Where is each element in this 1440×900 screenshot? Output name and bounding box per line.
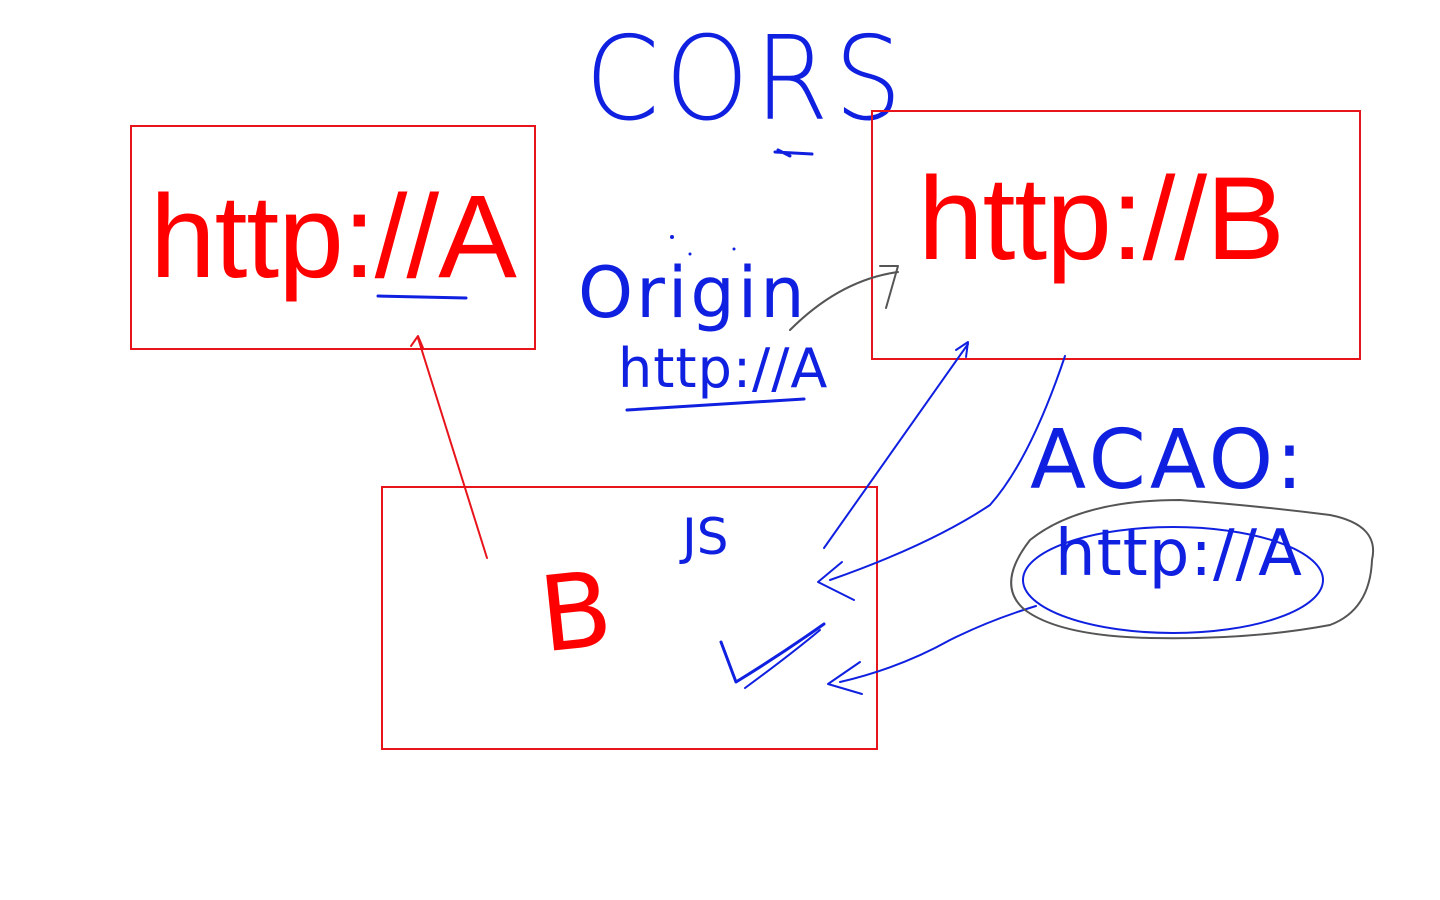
js-label: JS xyxy=(682,508,729,566)
origin-header-label: Origin xyxy=(578,252,808,334)
origin-b-label: http://B xyxy=(918,153,1285,285)
origin-a-label: http://A xyxy=(150,171,517,303)
origin-value-underline xyxy=(625,397,806,412)
origin-header-value: http://A xyxy=(618,337,829,400)
stray-dot xyxy=(732,247,736,251)
origin-b-box xyxy=(871,110,1361,360)
origin-a-box xyxy=(130,125,536,350)
acao-header-label: ACAO: xyxy=(1030,413,1308,508)
browser-box xyxy=(381,486,878,750)
stray-dot xyxy=(670,235,674,239)
acao-header-value: http://A xyxy=(1055,517,1303,591)
diagram-title: CORS xyxy=(585,12,908,147)
browser-mark: B xyxy=(533,547,618,677)
cors-underline-mark xyxy=(773,148,814,158)
